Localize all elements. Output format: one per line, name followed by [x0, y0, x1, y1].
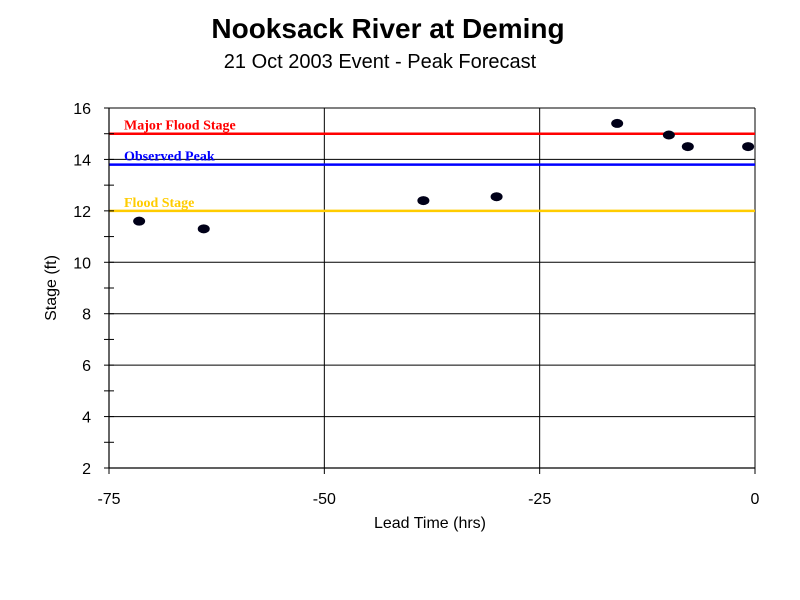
data-point: [197, 224, 210, 234]
data-points: [133, 118, 755, 234]
reference-lines: Major Flood Stage Observed Peak Flood Stag…: [109, 119, 755, 213]
y-tick-label: 10: [73, 255, 91, 272]
chart-title: Nooksack River at Deming: [211, 13, 564, 44]
data-point: [742, 142, 755, 152]
y-tick-label: 14: [73, 152, 91, 169]
data-point: [611, 118, 624, 128]
reference-line-label: Observed Peak: [124, 150, 215, 165]
data-point: [681, 142, 694, 152]
y-tick-label: 4: [82, 410, 91, 427]
y-tick-label: 2: [82, 461, 91, 478]
y-tick-label: 6: [82, 358, 91, 375]
x-tick-label: 0: [751, 491, 760, 508]
data-point: [133, 216, 146, 226]
x-tick-label: -50: [313, 491, 336, 508]
reference-line-label: Major Flood Stage: [124, 119, 236, 134]
y-tick-label: 8: [82, 307, 91, 324]
x-tick-label: -75: [97, 491, 120, 508]
data-point: [417, 196, 430, 206]
reference-line-label: Flood Stage: [124, 196, 194, 211]
axes: 2 4 6 8 10 12 14 16 -75 -50 -25 0: [73, 101, 759, 508]
data-point: [490, 192, 503, 202]
x-tick-label: -25: [528, 491, 551, 508]
data-point: [662, 130, 675, 140]
chart-subtitle: 21 Oct 2003 Event - Peak Forecast: [224, 51, 537, 73]
y-tick-label: 12: [73, 204, 91, 221]
y-tick-label: 16: [73, 101, 91, 118]
x-axis-title: Lead Time (hrs): [374, 515, 486, 532]
y-axis-title: Stage (ft): [43, 255, 60, 321]
